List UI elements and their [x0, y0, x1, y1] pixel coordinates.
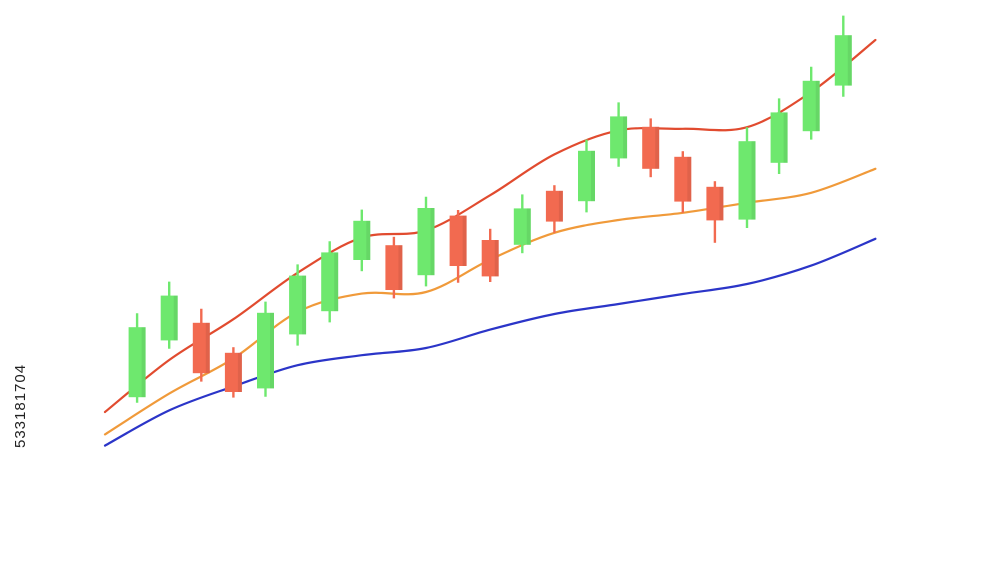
stock-id-label: 533181704 — [12, 363, 29, 448]
candle-body-down — [449, 215, 467, 266]
candle-shade — [334, 252, 339, 312]
candle-22 — [802, 66, 820, 140]
candle-shade — [847, 35, 852, 86]
candles-group — [128, 15, 852, 403]
candle-shade — [462, 215, 467, 266]
candle-shade — [655, 126, 660, 169]
candle-23 — [834, 15, 852, 97]
candle-body-up — [417, 208, 435, 276]
candle-body-down — [706, 186, 724, 221]
candle-body-up — [128, 327, 146, 398]
candle-body-up — [289, 275, 307, 335]
candle-body-up — [257, 312, 274, 389]
candle-5 — [257, 301, 274, 397]
candle-body-down — [224, 352, 242, 392]
candle-4 — [224, 347, 242, 398]
candle-1 — [128, 313, 146, 403]
candle-7 — [321, 241, 339, 323]
candle-shade — [558, 190, 563, 222]
candle-body-up — [834, 35, 852, 86]
candle-body-up — [610, 116, 628, 159]
candle-body-up — [513, 208, 531, 245]
candle-15 — [578, 139, 595, 213]
candle-18 — [674, 151, 692, 213]
candle-8 — [353, 209, 371, 272]
candle-shade — [270, 312, 274, 389]
candle-shade — [430, 208, 435, 276]
candle-shade — [526, 208, 531, 245]
candle-shade — [783, 112, 788, 163]
candle-shade — [237, 352, 242, 392]
candle-body-up — [802, 80, 820, 132]
candle-20 — [738, 127, 756, 228]
candle-shade — [366, 220, 371, 260]
candle-shade — [141, 327, 146, 398]
candle-shade — [751, 141, 756, 220]
candle-body-down — [545, 190, 563, 222]
candle-body-up — [770, 112, 788, 163]
candle-16 — [610, 102, 628, 167]
candle-shade — [623, 116, 628, 159]
candle-2 — [160, 281, 178, 349]
candle-21 — [770, 98, 788, 174]
candle-9 — [385, 236, 403, 299]
candle-11 — [449, 210, 467, 283]
candle-shade — [398, 245, 403, 290]
candle-body-up — [578, 150, 595, 202]
candle-body-down — [385, 245, 403, 290]
candle-body-up — [160, 295, 178, 341]
candle-body-down — [192, 322, 210, 374]
candle-body-down — [674, 156, 692, 202]
candle-shade — [302, 275, 307, 335]
candle-shade — [687, 156, 692, 202]
candle-body-up — [738, 141, 756, 220]
candle-3 — [192, 308, 210, 382]
candle-10 — [417, 196, 435, 287]
candle-14 — [545, 185, 563, 233]
ma-line-mid — [103, 167, 877, 436]
candle-17 — [642, 118, 660, 178]
candle-shade — [719, 186, 724, 221]
candle-shade — [173, 295, 178, 341]
ma-line-fast — [103, 38, 877, 414]
candle-shade — [815, 80, 820, 132]
candle-body-down — [642, 126, 660, 169]
candle-12 — [481, 228, 499, 282]
candle-body-up — [353, 220, 371, 260]
candle-body-up — [321, 252, 339, 312]
candle-body-down — [481, 240, 499, 277]
candle-13 — [513, 194, 531, 254]
candle-shade — [494, 240, 499, 277]
candle-19 — [706, 181, 724, 243]
candle-6 — [289, 264, 307, 346]
candle-shade — [591, 150, 595, 202]
candle-shade — [205, 322, 210, 374]
